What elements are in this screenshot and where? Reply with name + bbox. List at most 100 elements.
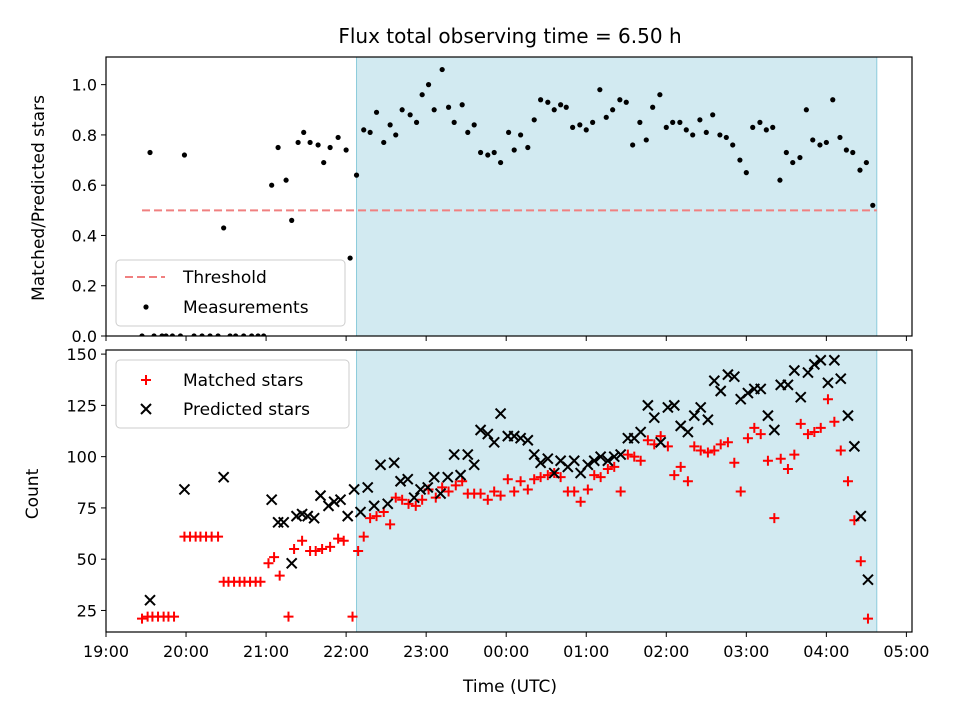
data-point [843, 147, 849, 153]
data-point [465, 129, 471, 136]
data-point [582, 459, 594, 471]
data-point [408, 491, 420, 504]
data-point [762, 455, 773, 466]
data-point [283, 611, 294, 622]
data-point [750, 124, 756, 130]
data-point [815, 354, 827, 366]
top-panel-y-axis-label: Matched/Predicted stars [29, 95, 49, 301]
data-point [749, 422, 760, 433]
data-point [788, 364, 801, 377]
data-point [583, 127, 589, 133]
data-point [390, 492, 401, 503]
data-point [588, 455, 600, 467]
x-tick-label: 04:00 [803, 642, 849, 661]
y-tick-label: 50 [77, 550, 97, 569]
data-point [575, 496, 586, 507]
y-tick-label: 0.8 [72, 126, 97, 145]
data-point [454, 469, 467, 481]
data-point [823, 139, 829, 146]
data-point [729, 457, 740, 468]
data-point [715, 439, 726, 450]
data-point [663, 124, 669, 130]
data-point [635, 455, 646, 466]
data-point [528, 448, 540, 461]
data-point [577, 122, 583, 128]
data-point [542, 452, 554, 465]
data-point [545, 99, 551, 105]
data-point [722, 437, 733, 448]
data-point [137, 613, 148, 624]
legend-predicted-label: Predicted stars [183, 400, 310, 420]
x-tick-label: 00:00 [483, 642, 529, 661]
data-point [525, 144, 531, 151]
data-point [735, 486, 746, 497]
data-point [314, 489, 327, 502]
series-predicted-stars [144, 354, 874, 606]
bottom-panel-y-axis-label: Count [23, 468, 43, 519]
data-point [730, 142, 736, 148]
data-point [535, 472, 546, 483]
count-panel: 25 50 75 100 125 150 19:00 20:00 21:00 22:00 23:00… [66, 345, 929, 661]
data-point [802, 429, 813, 440]
data-point [694, 401, 707, 414]
data-point [828, 354, 841, 366]
data-point [353, 172, 360, 178]
data-point [347, 611, 358, 622]
data-point [703, 129, 709, 136]
x-tick-label: 20:00 [163, 642, 209, 661]
data-point [301, 510, 314, 522]
data-point [367, 129, 373, 136]
data-point [474, 424, 487, 436]
data-point [802, 366, 814, 379]
data-point [589, 470, 600, 481]
data-point [393, 132, 399, 138]
data-point [603, 114, 609, 120]
data-point [643, 137, 649, 143]
data-point [368, 500, 380, 512]
data-point [835, 373, 847, 385]
data-point [710, 112, 716, 118]
observing-span-shading [356, 56, 878, 337]
x-tick-label: 03:00 [723, 642, 769, 661]
data-point [795, 418, 806, 429]
data-point [789, 449, 800, 460]
y-tick-label: 1.0 [72, 76, 97, 95]
legend-box [115, 359, 350, 429]
data-point [668, 399, 680, 412]
data-point [538, 97, 544, 103]
data-point [782, 379, 794, 391]
legend-measurements-label: Measurements [183, 298, 309, 318]
data-point [213, 531, 224, 542]
data-point [283, 177, 289, 183]
data-point [159, 333, 165, 336]
data-point [269, 552, 280, 563]
data-point [682, 426, 694, 438]
data-point [548, 467, 560, 479]
legend-box [115, 259, 346, 327]
data-point [862, 613, 873, 624]
data-point [775, 453, 786, 464]
data-point [809, 427, 820, 438]
data-point [448, 448, 460, 461]
data-point [808, 358, 821, 371]
data-point [637, 119, 643, 125]
data-point [529, 474, 540, 485]
data-point [163, 333, 169, 336]
data-point [563, 104, 569, 110]
data-point [301, 129, 307, 136]
legend-matched-swatch [141, 375, 151, 385]
data-point [333, 533, 344, 544]
data-point [728, 370, 741, 383]
data-point [769, 513, 780, 524]
data-point [414, 483, 427, 496]
data-point [855, 510, 867, 522]
legend: Matched stars Predicted stars [115, 359, 350, 429]
data-point [709, 445, 720, 456]
data-point [689, 441, 700, 452]
data-point [362, 481, 374, 494]
data-point [723, 134, 729, 141]
x-tick-label: 05:00 [883, 642, 929, 661]
data-point [215, 333, 221, 336]
legend-predicted-swatch [140, 403, 152, 415]
